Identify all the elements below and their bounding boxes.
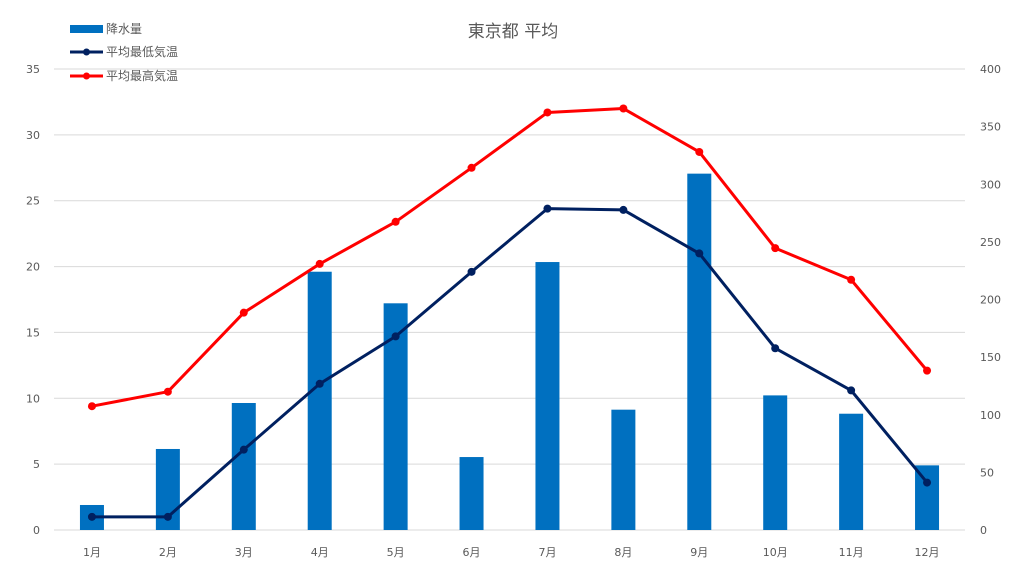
- data-point-marker: [619, 205, 628, 214]
- data-point-marker: [923, 478, 932, 487]
- y-right-tick-label: 50: [980, 466, 994, 479]
- precipitation-bar: [763, 395, 788, 530]
- data-point-marker: [87, 512, 96, 521]
- temperature-line: [91, 107, 929, 408]
- y-left-tick-label: 25: [26, 195, 40, 208]
- data-point-marker: [847, 275, 856, 284]
- data-point-marker: [239, 445, 248, 454]
- legend-label: 平均最高気温: [106, 68, 178, 83]
- precipitation-bar: [611, 409, 636, 530]
- precipitation-bar: [839, 413, 864, 530]
- y-right-tick-label: 0: [980, 524, 987, 537]
- data-point-marker: [695, 147, 704, 156]
- y-left-tick-label: 10: [26, 392, 40, 405]
- x-tick-label: 12月: [915, 546, 940, 559]
- x-tick-label: 1月: [83, 546, 101, 559]
- data-point-marker: [391, 217, 400, 226]
- x-axis: 1月 2月 3月 4月 5月 6月 7月 8月 9月 10月 11月 12月: [83, 546, 940, 559]
- data-point-marker: [87, 402, 96, 411]
- legend-marker-icon: [83, 72, 90, 80]
- data-point-marker: [239, 308, 248, 317]
- gridlines: [54, 68, 965, 531]
- data-point-marker: [771, 344, 780, 353]
- y-right-tick-label: 250: [980, 236, 1001, 249]
- y-left-tick-label: 20: [26, 261, 40, 274]
- legend-marker-icon: [83, 48, 90, 56]
- precipitation-bar: [459, 457, 484, 530]
- y-left-tick-label: 35: [26, 63, 40, 76]
- data-point-marker: [543, 204, 552, 213]
- data-point-marker: [163, 512, 172, 521]
- legend-label: 降水量: [106, 22, 142, 36]
- data-point-marker: [163, 387, 172, 396]
- data-point-marker: [847, 386, 856, 395]
- x-tick-label: 4月: [311, 546, 329, 559]
- x-tick-label: 6月: [463, 546, 481, 559]
- x-tick-label: 8月: [614, 546, 632, 559]
- precipitation-bar: [687, 173, 712, 530]
- data-point-marker: [771, 244, 780, 253]
- y-axis-right: 0 50 100 150 200 250 300 350 400: [980, 63, 1001, 537]
- x-tick-label: 3月: [235, 546, 253, 559]
- data-point-marker: [923, 366, 932, 375]
- data-point-marker: [391, 332, 400, 341]
- y-right-tick-label: 400: [980, 63, 1001, 76]
- x-tick-label: 9月: [690, 546, 708, 559]
- y-left-tick-label: 30: [26, 129, 40, 142]
- x-tick-label: 10月: [763, 546, 788, 559]
- data-point-marker: [467, 267, 476, 276]
- y-right-tick-label: 150: [980, 351, 1001, 364]
- data-point-marker: [315, 259, 324, 268]
- precipitation-bar: [231, 402, 256, 530]
- x-tick-label: 5月: [387, 546, 405, 559]
- legend-label: 平均最低気温: [106, 44, 178, 59]
- legend-swatch-bar-icon: [70, 25, 103, 33]
- y-right-tick-label: 100: [980, 409, 1001, 422]
- x-tick-label: 2月: [159, 546, 177, 559]
- temperature-lines: [87, 104, 932, 521]
- x-tick-label: 7月: [538, 546, 556, 559]
- precipitation-bar: [535, 262, 560, 530]
- temperature-line: [91, 207, 929, 519]
- y-right-tick-label: 300: [980, 178, 1001, 191]
- data-point-marker: [543, 108, 552, 117]
- data-point-marker: [467, 163, 476, 172]
- precipitation-bars: [79, 173, 940, 530]
- y-left-tick-label: 15: [26, 326, 40, 339]
- chart-title: 東京都 平均: [468, 22, 558, 42]
- y-left-tick-label: 5: [33, 458, 40, 471]
- y-right-tick-label: 200: [980, 294, 1001, 307]
- precipitation-bar: [307, 271, 332, 530]
- y-left-tick-label: 0: [33, 524, 40, 537]
- y-right-tick-label: 350: [980, 121, 1001, 134]
- data-point-marker: [619, 104, 628, 113]
- data-point-marker: [315, 379, 324, 388]
- precipitation-bar: [915, 465, 940, 530]
- x-tick-label: 11月: [839, 546, 864, 559]
- data-point-marker: [695, 249, 704, 258]
- y-axis-left: 0 5 10 15 20 25 30 35: [26, 63, 40, 537]
